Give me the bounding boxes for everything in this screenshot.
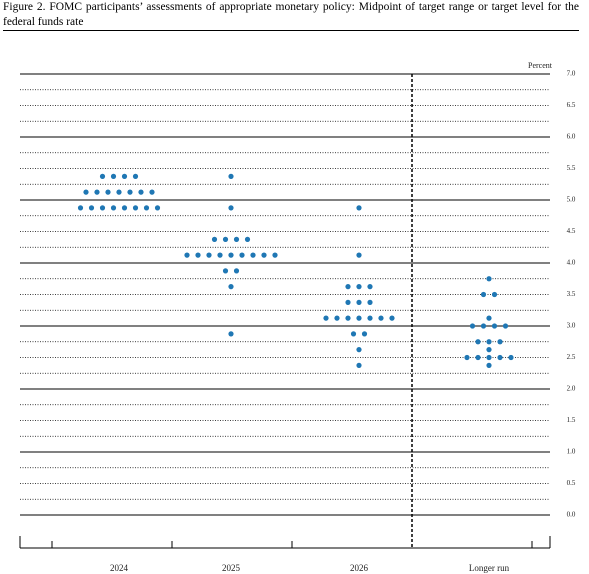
dot [356,347,362,353]
dot [345,284,351,290]
dot [345,299,351,305]
dot [222,268,229,274]
dot [272,252,278,258]
dot [206,252,212,258]
dot [334,315,340,321]
dot [99,173,106,179]
dot [356,252,362,258]
dot [486,354,492,361]
dot [154,205,161,211]
dot [356,362,362,368]
dot [261,252,267,258]
chart-title: Figure 2. FOMC participants’ assessments… [3,1,579,28]
y-tick-label: 0.5 [567,479,576,487]
y-tick-label: 0.0 [567,511,576,519]
dot [350,331,357,337]
dot [361,331,368,337]
x-tick-label: 2024 [110,563,129,573]
dot [132,173,139,179]
y-tick-label: 3.0 [567,322,576,330]
y-tick-label: 2.5 [567,353,576,361]
dot [105,189,111,195]
x-tick-label: 2026 [350,563,369,573]
dot [77,205,84,211]
dot [323,315,329,321]
y-tick-label: 3.5 [567,290,576,298]
dot [217,252,223,258]
dot [121,205,128,211]
dot [356,315,362,321]
dot [486,315,492,321]
dot [228,331,234,337]
dot [222,236,229,242]
dot [367,284,373,290]
dot [464,354,470,361]
dot [491,323,498,329]
dot [184,252,190,258]
dot [211,236,218,242]
dot [486,362,492,368]
dot [228,205,234,211]
dot [480,291,487,298]
dot [195,252,201,258]
dot [83,189,89,195]
dot [480,323,487,329]
dot [110,173,117,179]
y-axis-label: Percent [528,61,553,70]
dot [99,205,106,211]
y-tick-label: 4.0 [567,259,576,267]
dot [345,315,351,321]
y-tick-label: 6.5 [567,101,576,109]
dot [94,189,100,195]
dot [239,252,245,258]
dot [132,205,139,211]
dot [475,339,481,345]
dot [228,252,234,258]
dot [143,205,150,211]
dot [389,315,395,321]
dot [497,339,503,345]
y-tick-label: 5.0 [567,196,576,204]
y-tick-label: 6.0 [567,133,576,141]
y-tick-label: 7.0 [567,70,576,78]
dot [127,189,133,195]
dot [502,323,509,329]
y-tick-label: 1.5 [567,416,576,424]
dot [486,276,492,282]
dot [356,299,362,305]
dot [378,315,384,321]
dot [121,173,128,179]
dot [116,189,122,195]
y-tick-label: 2.0 [567,385,576,393]
dot [475,354,481,361]
dot [233,236,240,242]
dot [486,339,492,345]
dot [138,189,144,195]
y-tick-label: 4.5 [567,227,576,235]
dot [508,354,514,361]
dot [486,347,492,353]
dot [233,268,240,274]
dot [244,236,251,242]
dot [497,354,503,361]
title-rule [3,30,579,31]
dot [250,252,256,258]
dot [228,173,234,179]
dot [367,315,373,321]
dot [367,299,373,305]
dot [228,284,234,290]
dot [149,189,155,195]
dot [356,205,362,211]
x-tick-label: Longer run [469,563,510,573]
x-tick-label: 2025 [222,563,241,573]
dot [110,205,117,211]
dot [469,323,476,329]
dot [356,284,362,290]
dot [88,205,95,211]
dot [491,291,498,298]
y-tick-label: 5.5 [567,164,576,172]
y-tick-label: 1.0 [567,448,576,456]
